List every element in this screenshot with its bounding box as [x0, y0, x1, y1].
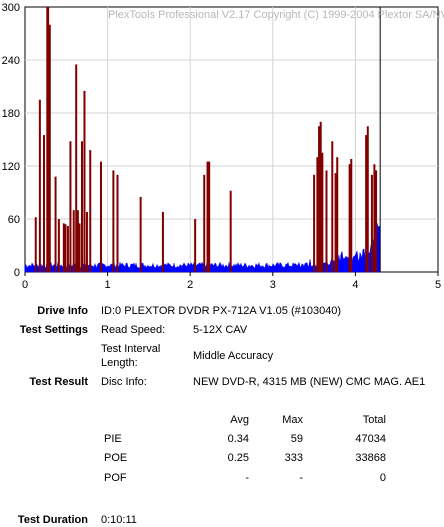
- x-axis-ticks: 0 1 2 3 4 5: [22, 272, 441, 291]
- test-result-label: Test Result: [29, 376, 88, 388]
- row-pof-total: 0: [379, 472, 386, 484]
- poe-bar-28: [208, 161, 211, 272]
- x-tick-label-1: 1: [105, 279, 111, 291]
- row-poe-name: POE: [104, 452, 128, 464]
- poe-bar-41: [365, 135, 368, 272]
- drive-info-label: Drive Info: [37, 305, 88, 317]
- poe-bar-38: [336, 157, 339, 272]
- col-avg-header: Avg: [230, 414, 249, 426]
- poe-bar-25: [194, 219, 197, 272]
- poe-bar-32: [318, 126, 321, 272]
- test-interval-label-line1: Test Interval: [101, 343, 161, 355]
- poe-bar-29: [229, 190, 232, 272]
- poe-bar-12: [72, 210, 75, 272]
- poe-bar-44: [373, 164, 376, 272]
- row-pie-total: 47034: [355, 433, 386, 445]
- watermark-text: PlexTools Professional V2.17 Copyright (…: [108, 9, 444, 21]
- row-pie-max: 59: [290, 433, 303, 445]
- x-tick-label-2: 2: [187, 279, 193, 291]
- read-speed-label: Read Speed:: [101, 324, 166, 336]
- poe-bar-1: [38, 99, 41, 272]
- poe-series: [34, 7, 378, 273]
- row-pie-avg: 0.34: [227, 433, 249, 445]
- poe-bar-43: [370, 174, 373, 272]
- poe-bar-34: [321, 152, 324, 272]
- poe-bar-18: [85, 211, 88, 272]
- chart-grid: [25, 7, 438, 272]
- disc-info-label: Disc Info:: [101, 376, 147, 388]
- poe-bar-27: [206, 161, 209, 272]
- poe-bar-42: [366, 126, 369, 272]
- poe-bar-0: [34, 217, 37, 272]
- poe-bar-36: [331, 141, 334, 272]
- poe-bar-30: [313, 174, 316, 272]
- error-chart: 0 60 120 180 240 300 0 1 2 3 4 5: [2, 2, 441, 291]
- test-duration-value: 0:10:11: [101, 514, 137, 526]
- poe-bar-39: [348, 164, 351, 272]
- x-tick-label-3: 3: [270, 279, 276, 291]
- poe-bar-14: [76, 210, 79, 272]
- row-pof-name: POF: [104, 472, 127, 484]
- test-settings-label: Test Settings: [19, 324, 88, 336]
- poe-bar-37: [334, 173, 337, 272]
- poe-bar-7: [57, 219, 60, 272]
- poe-bar-11: [69, 141, 72, 272]
- row-pie-name: PIE: [104, 433, 122, 445]
- poe-bar-10: [66, 226, 69, 272]
- poe-bar-31: [316, 157, 319, 272]
- col-total-header: Total: [362, 414, 386, 426]
- poe-bar-22: [116, 174, 119, 272]
- poe-bar-24: [161, 211, 164, 272]
- poe-bar-45: [375, 170, 378, 272]
- y-tick-label-120: 120: [2, 161, 20, 173]
- test-duration-label: Test Duration: [17, 514, 88, 526]
- row-pof-avg: -: [245, 472, 249, 484]
- x-tick-label-5: 5: [435, 279, 441, 291]
- poe-bar-15: [78, 223, 81, 272]
- y-axis-ticks: 0 60 120 180 240 300: [2, 2, 20, 279]
- row-poe-total: 33868: [355, 452, 386, 464]
- y-tick-label-0: 0: [14, 267, 20, 279]
- y-tick-label-240: 240: [2, 55, 20, 67]
- y-tick-label-60: 60: [8, 214, 20, 226]
- x-tick-label-0: 0: [22, 279, 28, 291]
- poe-bar-6: [54, 176, 57, 272]
- y-tick-label-300: 300: [2, 2, 20, 14]
- read-speed-value: 5-12X CAV: [193, 324, 248, 336]
- poe-bar-8: [62, 223, 65, 272]
- row-pof-max: -: [299, 472, 303, 484]
- poe-bar-23: [139, 196, 142, 272]
- y-tick-label-180: 180: [2, 108, 20, 120]
- drive-info-value: ID:0 PLEXTOR DVDR PX-712A V1.05 (#103040…: [101, 305, 342, 317]
- poe-bar-4: [47, 7, 50, 272]
- col-max-header: Max: [282, 414, 303, 426]
- row-poe-avg: 0.25: [227, 452, 249, 464]
- row-poe-max: 333: [284, 452, 303, 464]
- test-interval-value: Middle Accuracy: [193, 350, 274, 362]
- poe-bar-13: [75, 64, 78, 273]
- poe-bar-21: [112, 170, 115, 272]
- poe-bar-33: [319, 121, 322, 272]
- disc-info-value: NEW DVD-R, 4315 MB (NEW) CMC MAG. AE1: [193, 376, 426, 388]
- test-interval-label-line2: Length:: [101, 357, 138, 369]
- poe-bar-35: [325, 170, 328, 272]
- poe-bar-20: [99, 161, 102, 272]
- poe-bar-16: [80, 141, 83, 272]
- poe-bar-5: [48, 24, 51, 272]
- poe-bar-2: [42, 135, 45, 272]
- poe-bar-40: [350, 158, 353, 272]
- poe-bar-26: [203, 174, 206, 272]
- poe-bar-17: [83, 90, 86, 273]
- x-tick-label-4: 4: [352, 279, 358, 291]
- poe-bar-19: [89, 150, 92, 272]
- poe-bar-9: [64, 224, 67, 272]
